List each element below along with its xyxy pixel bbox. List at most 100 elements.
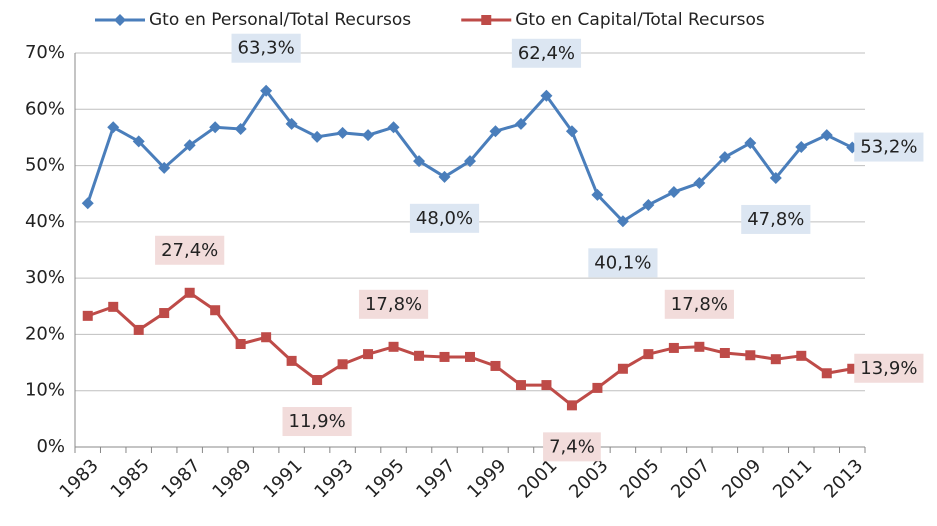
- data-point: [668, 342, 679, 353]
- data-point: [643, 349, 654, 360]
- data-point: [769, 171, 782, 184]
- data-point: [642, 198, 655, 211]
- data-point: [770, 354, 781, 365]
- data-point: [235, 338, 246, 349]
- data-label: 47,8%: [747, 209, 804, 230]
- data-point: [796, 350, 807, 361]
- data-point: [541, 380, 552, 391]
- data-label: 40,1%: [594, 252, 651, 273]
- data-point: [465, 351, 475, 362]
- y-tick-label: 40%: [25, 211, 65, 232]
- data-label-box: [155, 235, 225, 265]
- data-point: [261, 332, 272, 343]
- data-point: [820, 129, 833, 142]
- data-point: [362, 129, 375, 142]
- data-label-box: [511, 38, 582, 68]
- data-point: [719, 348, 730, 359]
- data-label: 17,8%: [671, 294, 728, 315]
- data-label: 48,0%: [416, 208, 473, 229]
- data-label: 11,9%: [289, 411, 346, 432]
- data-label: 62,4%: [518, 43, 575, 64]
- y-tick-label: 60%: [25, 98, 65, 119]
- x-tick-label: 2009: [718, 455, 765, 502]
- data-point: [438, 170, 451, 183]
- x-tick-label: 2005: [616, 455, 663, 502]
- x-tick-label: 2001: [514, 455, 561, 502]
- data-point: [591, 188, 604, 201]
- data-point: [159, 308, 170, 319]
- data-point: [693, 177, 706, 190]
- data-point: [414, 350, 425, 361]
- data-point: [566, 400, 577, 411]
- data-point: [592, 382, 603, 393]
- data-point: [515, 380, 526, 391]
- data-point: [337, 359, 348, 370]
- x-tick-label: 1999: [463, 455, 510, 502]
- data-point: [132, 135, 145, 148]
- data-label-box: [854, 353, 924, 383]
- data-point: [490, 360, 501, 371]
- data-point: [285, 117, 298, 130]
- x-tick-label: 1993: [310, 455, 357, 502]
- data-point: [694, 341, 705, 352]
- data-label-box: [854, 132, 924, 162]
- data-label: 53,2%: [860, 137, 917, 158]
- data-point: [286, 355, 297, 366]
- data-point: [363, 349, 374, 360]
- data-point: [107, 121, 120, 134]
- y-tick-label: 0%: [36, 436, 65, 457]
- x-tick-label: 2011: [769, 455, 816, 502]
- data-point: [209, 121, 222, 134]
- data-point: [616, 215, 629, 228]
- data-point: [489, 125, 502, 138]
- x-tick-label: 1985: [107, 455, 154, 502]
- y-tick-label: 30%: [25, 267, 65, 288]
- data-point: [184, 287, 195, 298]
- y-tick-label: 70%: [25, 42, 65, 63]
- data-point: [81, 197, 94, 210]
- legend-label: Gto en Personal/Total Recursos: [149, 10, 411, 30]
- x-tick-label: 1995: [361, 455, 408, 502]
- x-tick-label: 1991: [259, 455, 306, 502]
- data-point: [413, 155, 426, 168]
- y-tick-label: 50%: [25, 155, 65, 176]
- data-point: [565, 125, 578, 138]
- data-point: [540, 89, 553, 102]
- data-point: [387, 121, 400, 134]
- data-point: [336, 126, 349, 139]
- x-tick-label: 2007: [667, 455, 714, 502]
- data-point: [108, 301, 119, 312]
- series-line: [87, 290, 853, 408]
- y-tick-label: 10%: [25, 380, 65, 401]
- data-label-box: [231, 33, 301, 63]
- data-label-box: [358, 289, 429, 319]
- data-point: [514, 117, 527, 130]
- data-point: [718, 151, 731, 164]
- data-point: [439, 351, 450, 362]
- x-tick-label: 1987: [158, 455, 205, 502]
- data-point: [260, 84, 273, 97]
- data-point: [158, 161, 171, 174]
- data-point: [617, 363, 628, 374]
- data-label: 7,4%: [549, 436, 595, 457]
- data-label: 17,8%: [365, 294, 422, 315]
- data-point: [133, 324, 144, 335]
- data-point: [821, 368, 832, 379]
- data-point: [847, 363, 858, 374]
- data-point: [795, 140, 808, 153]
- data-point: [745, 350, 756, 361]
- data-point: [388, 341, 399, 352]
- data-point: [210, 305, 221, 316]
- data-point: [464, 155, 476, 168]
- data-point: [234, 122, 247, 135]
- data-label: 27,4%: [161, 240, 218, 261]
- data-point: [744, 137, 757, 150]
- x-tick-label: 2013: [820, 455, 867, 502]
- legend-marker: [481, 15, 492, 25]
- y-tick-label: 20%: [25, 323, 65, 344]
- data-point: [311, 130, 324, 143]
- data-label-box: [543, 432, 601, 462]
- data-label-box: [409, 203, 480, 233]
- data-point: [667, 186, 680, 199]
